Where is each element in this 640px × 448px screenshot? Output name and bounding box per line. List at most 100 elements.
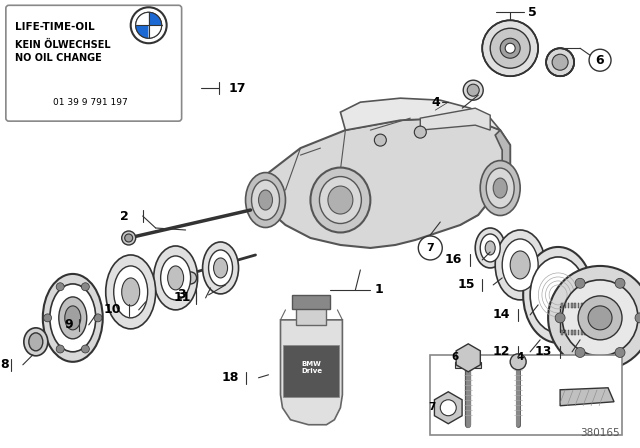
- Circle shape: [615, 348, 625, 358]
- Text: 01 39 9 791 197: 01 39 9 791 197: [53, 98, 128, 107]
- Polygon shape: [280, 320, 342, 425]
- Ellipse shape: [29, 333, 43, 351]
- Polygon shape: [260, 118, 510, 248]
- Circle shape: [44, 314, 52, 322]
- Text: 11: 11: [173, 291, 191, 304]
- Circle shape: [588, 306, 612, 330]
- Ellipse shape: [480, 234, 500, 262]
- Circle shape: [81, 283, 90, 291]
- FancyBboxPatch shape: [6, 5, 182, 121]
- Bar: [591, 330, 592, 335]
- Bar: [568, 303, 570, 308]
- Circle shape: [184, 272, 196, 284]
- Ellipse shape: [480, 160, 520, 215]
- Bar: [584, 330, 586, 335]
- Circle shape: [505, 43, 515, 53]
- Bar: [594, 303, 596, 308]
- Text: 380165: 380165: [580, 428, 620, 438]
- Circle shape: [500, 38, 520, 58]
- Ellipse shape: [259, 190, 273, 210]
- Circle shape: [136, 12, 162, 38]
- Circle shape: [94, 314, 102, 322]
- Circle shape: [589, 49, 611, 71]
- Text: 15: 15: [458, 278, 476, 291]
- Ellipse shape: [161, 256, 191, 300]
- Polygon shape: [340, 98, 500, 130]
- Bar: [430, 355, 622, 435]
- Text: 3: 3: [177, 289, 186, 302]
- Bar: [571, 303, 573, 308]
- Circle shape: [548, 266, 640, 370]
- Ellipse shape: [310, 168, 371, 233]
- Bar: [296, 305, 326, 325]
- Circle shape: [635, 313, 640, 323]
- Text: 9: 9: [64, 319, 73, 332]
- Bar: [284, 345, 339, 397]
- Text: 2: 2: [120, 210, 129, 223]
- Circle shape: [575, 348, 585, 358]
- Circle shape: [125, 234, 132, 242]
- Ellipse shape: [106, 255, 156, 329]
- Circle shape: [615, 278, 625, 288]
- Text: BMW
Drive: BMW Drive: [301, 361, 322, 375]
- Bar: [597, 303, 599, 308]
- Text: 7: 7: [426, 243, 434, 253]
- Ellipse shape: [246, 172, 285, 228]
- Ellipse shape: [476, 228, 505, 268]
- Ellipse shape: [24, 328, 48, 356]
- Circle shape: [552, 54, 568, 70]
- Bar: [578, 330, 579, 335]
- Circle shape: [56, 345, 64, 353]
- Circle shape: [419, 236, 442, 260]
- Ellipse shape: [214, 258, 228, 278]
- Ellipse shape: [209, 250, 232, 286]
- Text: KEIN ÖLWECHSEL: KEIN ÖLWECHSEL: [15, 40, 111, 50]
- Circle shape: [440, 400, 456, 416]
- Bar: [574, 303, 576, 308]
- Bar: [588, 303, 589, 308]
- Circle shape: [562, 280, 638, 356]
- Circle shape: [81, 345, 90, 353]
- Ellipse shape: [203, 242, 239, 294]
- Bar: [578, 303, 579, 308]
- Ellipse shape: [168, 266, 184, 290]
- Text: 1: 1: [374, 284, 383, 297]
- Circle shape: [482, 20, 538, 76]
- Circle shape: [575, 278, 585, 288]
- Text: 12: 12: [493, 345, 510, 358]
- Circle shape: [510, 354, 526, 370]
- Circle shape: [374, 134, 387, 146]
- Polygon shape: [455, 362, 481, 368]
- Text: 16: 16: [445, 254, 462, 267]
- Ellipse shape: [486, 168, 514, 208]
- Ellipse shape: [65, 306, 81, 330]
- Polygon shape: [490, 130, 510, 200]
- Text: 4: 4: [516, 352, 524, 362]
- Ellipse shape: [523, 247, 593, 343]
- Ellipse shape: [510, 251, 530, 279]
- Polygon shape: [435, 392, 462, 424]
- Polygon shape: [560, 388, 614, 406]
- Circle shape: [467, 84, 479, 96]
- Circle shape: [578, 296, 622, 340]
- Text: 10: 10: [103, 303, 121, 316]
- Text: 5: 5: [528, 6, 537, 19]
- Ellipse shape: [122, 278, 140, 306]
- Bar: [588, 330, 589, 335]
- Ellipse shape: [530, 257, 586, 333]
- Polygon shape: [136, 12, 148, 25]
- Circle shape: [122, 231, 136, 245]
- Polygon shape: [456, 344, 481, 372]
- Bar: [564, 330, 566, 335]
- Circle shape: [56, 283, 64, 291]
- Circle shape: [414, 126, 426, 138]
- Circle shape: [131, 7, 166, 43]
- Text: 18: 18: [221, 371, 239, 384]
- Text: 17: 17: [228, 82, 246, 95]
- Polygon shape: [420, 108, 490, 130]
- Ellipse shape: [495, 230, 545, 300]
- Ellipse shape: [502, 239, 538, 291]
- Bar: [574, 330, 576, 335]
- Bar: [581, 330, 582, 335]
- Circle shape: [490, 28, 530, 68]
